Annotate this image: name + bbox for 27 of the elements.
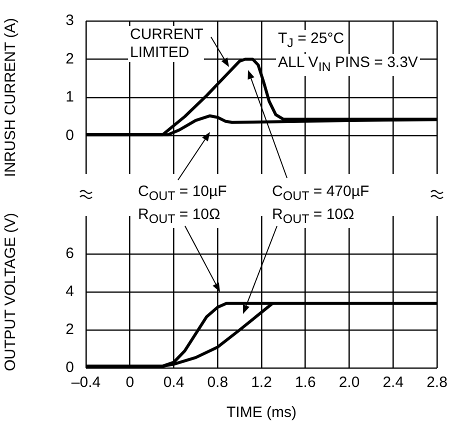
annotation: R$_{OUT}$ = 10Ω (136, 206, 222, 228)
y-axis-title: OUTPUT VOLTAGE (V) (2, 212, 20, 372)
y-tick-label: 4 (66, 283, 74, 300)
x-tick-label: 0.8 (207, 374, 228, 392)
y-tick-label: 0 (66, 359, 74, 376)
x-tick-label: 0 (126, 374, 134, 392)
x-tick-label: 1.6 (294, 374, 316, 392)
y-tick-label: 0 (66, 126, 74, 144)
y-tick-label: 3 (66, 12, 74, 30)
y-axis-title: INRUSH CURRENT (A) (2, 18, 20, 177)
x-tick-label: 2.8 (426, 374, 448, 392)
y-tick-label: 6 (66, 245, 74, 262)
annotation: CURRENT LIMITED (128, 26, 204, 62)
x-tick-label: 1.2 (251, 374, 272, 392)
text: C$_{OUT}$ = 10µF (136, 183, 229, 205)
text: C$_{OUT}$ = 470µF (270, 183, 372, 205)
x-tick-label: 2.0 (338, 374, 360, 392)
x-tick-label: 0.4 (163, 374, 184, 392)
annotation: T$_{J}$ = 25°C (276, 30, 346, 52)
x-tick-label: 2.4 (382, 374, 404, 392)
annotation: R$_{OUT}$ = 10Ω (270, 206, 356, 228)
y-tick-label: 1 (66, 88, 74, 106)
y-tick-label: 2 (66, 50, 74, 68)
y-tick-label: 2 (66, 321, 74, 338)
annotation: ALL V$_{IN}$ PINS = 3.3V (276, 54, 420, 76)
x-tick-label: –0.4 (71, 374, 101, 392)
x-axis-title: TIME (ms) (226, 404, 296, 422)
